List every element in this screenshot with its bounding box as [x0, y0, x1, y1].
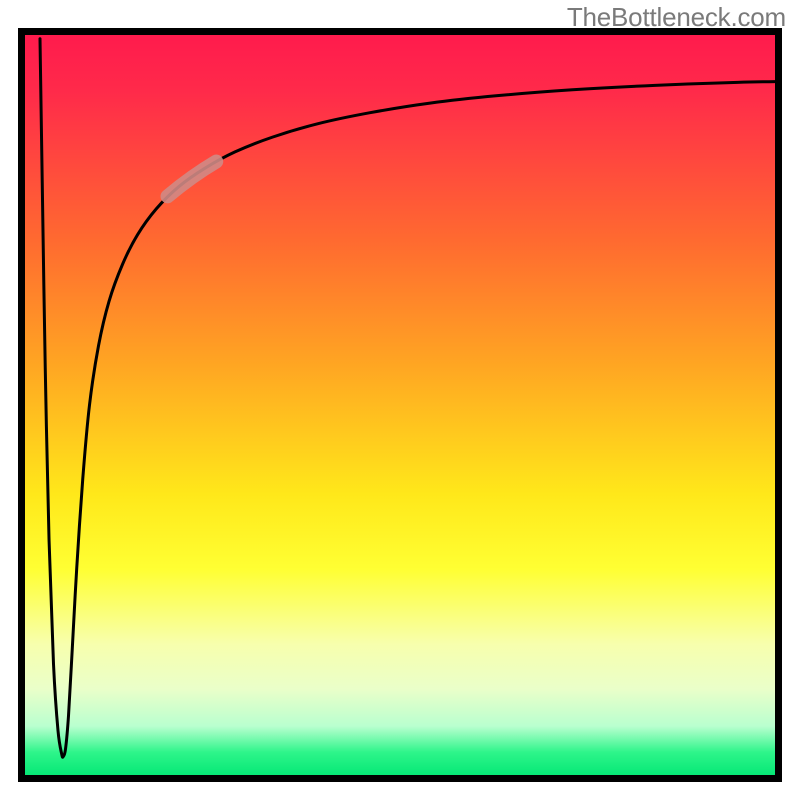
watermark-text: TheBottleneck.com — [567, 2, 786, 33]
chart-svg — [0, 0, 800, 800]
plot-background — [22, 32, 779, 779]
figure-root: TheBottleneck.com — [0, 0, 800, 800]
